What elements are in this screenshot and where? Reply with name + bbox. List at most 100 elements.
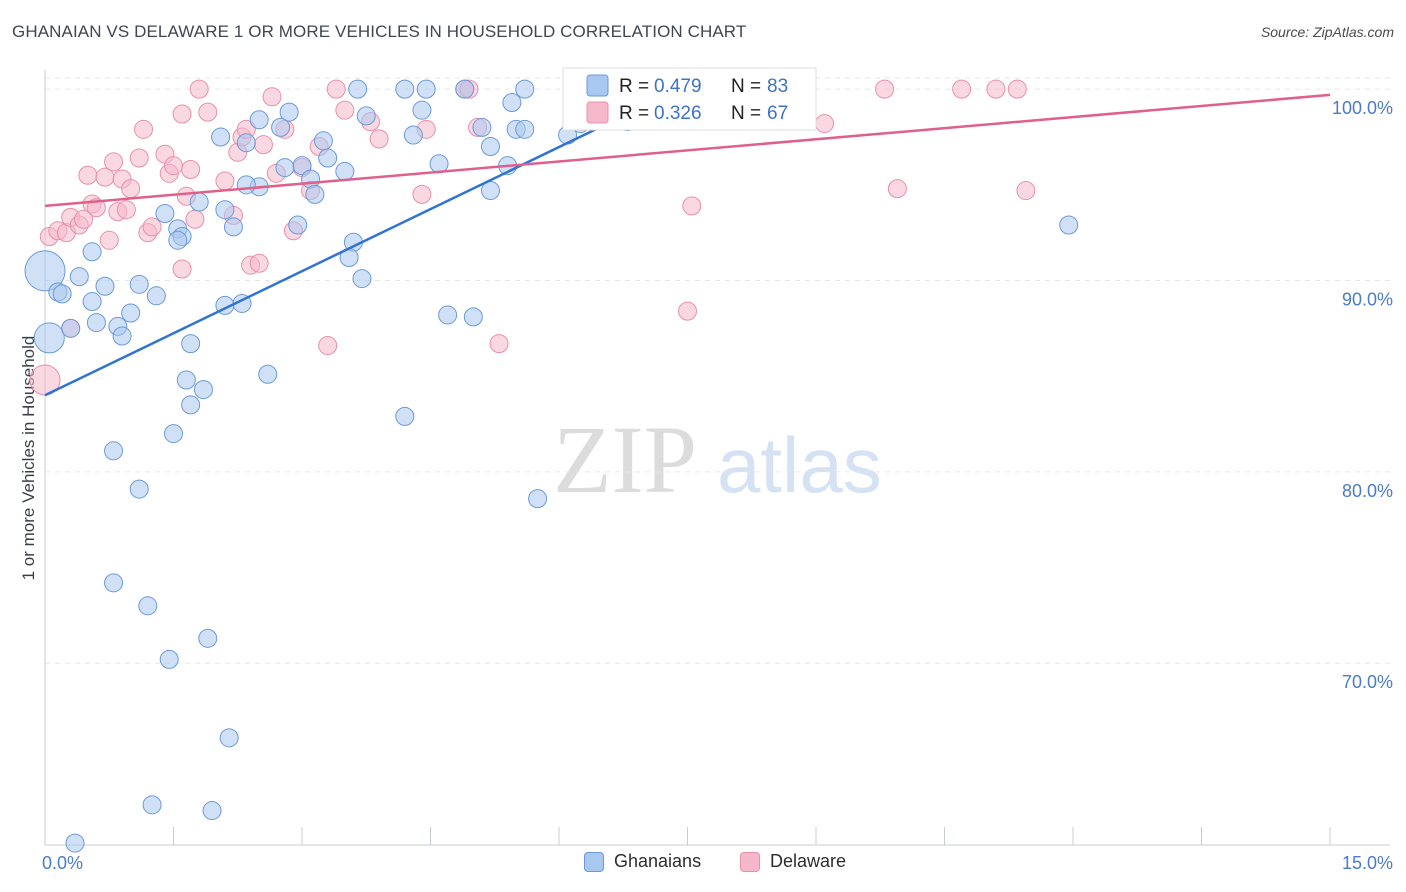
ghanaians-point (258, 364, 278, 384)
y-tick-label: 100.0% (1332, 98, 1393, 118)
legend-n-value-delaware: 67 (767, 103, 788, 124)
ghanaians-point (515, 119, 535, 139)
ghanaians-point (181, 395, 201, 415)
delaware-point (181, 160, 201, 180)
ghanaians-point (236, 133, 256, 153)
ghanaians-point (121, 303, 141, 323)
delaware-point (121, 179, 141, 199)
legend-swatch-delaware-bottom (740, 851, 760, 872)
ghanaians-point (104, 441, 124, 461)
delaware-point (815, 114, 835, 134)
delaware-point (172, 104, 192, 124)
ghanaians-point (356, 106, 376, 126)
delaware-point (116, 200, 136, 220)
ghanaians-point (1059, 215, 1079, 235)
y-tick-label: 70.0% (1342, 672, 1393, 692)
ghanaians-point (395, 406, 415, 426)
ghanaians-point (395, 79, 415, 99)
ghanaians-point (159, 649, 179, 669)
delaware-point (164, 156, 183, 176)
ghanaians-point (155, 204, 175, 224)
delaware-point (249, 253, 269, 273)
delaware-point (1007, 79, 1027, 99)
ghanaians-point (129, 479, 149, 499)
delaware-point (134, 119, 154, 139)
ghanaians-trend-line (44, 88, 680, 397)
delaware-point (489, 334, 509, 354)
ghanaians-point (193, 380, 213, 400)
ghanaians-point (95, 276, 115, 296)
ghanaians-point (215, 200, 235, 220)
delaware-point (986, 79, 1006, 99)
stats-legend: R = 0.479 N = 83 R = 0.326 N = 67 (562, 67, 817, 131)
ghanaians-point (438, 305, 458, 325)
source-label: Source: ZipAtlas.com (1260, 24, 1394, 40)
ghanaians-point (318, 148, 338, 168)
x-tick-label: 0.0% (42, 853, 83, 873)
delaware-point (99, 230, 119, 250)
grid-lines (45, 77, 1390, 664)
delaware-point (262, 87, 282, 107)
legend-r-label-2: R = (619, 103, 649, 124)
delaware-point (74, 209, 94, 229)
delaware-point (172, 259, 192, 279)
ghanaians-point (279, 102, 299, 122)
y-tick-label: 80.0% (1342, 481, 1393, 501)
delaware-point (887, 179, 907, 199)
delaware-trend-line (44, 93, 1331, 208)
ghanaians-point (65, 833, 85, 853)
ghanaians-point (480, 181, 500, 201)
ghanaians-point (33, 322, 65, 354)
ghanaians-point (82, 242, 102, 262)
ghanaians-point (52, 284, 72, 304)
delaware-point (682, 196, 702, 216)
ghanaians-point (82, 292, 102, 312)
ghanaians-point (416, 79, 436, 99)
watermark-zip: ZIP (553, 406, 697, 513)
ghanaians-point (138, 596, 158, 616)
ghanaians-point (168, 230, 188, 250)
ghanaians-point (176, 370, 196, 390)
ghanaians-point (189, 192, 209, 212)
ghanaians-point (515, 79, 535, 99)
ghanaians-point (455, 79, 475, 99)
axes (44, 70, 1390, 846)
legend-r-value-ghanaians: 0.479 (654, 76, 702, 97)
ghanaians-point (142, 795, 162, 815)
delaware-point (875, 79, 895, 99)
delaware-point (189, 79, 209, 99)
ghanaians-point (288, 215, 308, 235)
delaware-point (253, 135, 273, 155)
watermark-atlas: atlas (717, 421, 882, 509)
ghanaians-point (181, 334, 201, 354)
legend-label-ghanaians: Ghanaians (614, 851, 702, 871)
delaware-point (142, 217, 162, 237)
ghanaians-point (271, 117, 291, 137)
ghanaians-point (112, 326, 132, 346)
ghanaians-point (403, 125, 423, 145)
delaware-point (335, 100, 355, 120)
ghanaians-point (236, 175, 256, 195)
legend-n-label-1: N = (731, 76, 761, 97)
legend-swatch-delaware (586, 101, 609, 124)
ghanaians-point (352, 269, 372, 289)
ghanaians-points (24, 79, 1079, 853)
legend-r-label-1: R = (619, 76, 649, 97)
legend-r-value-delaware: 0.326 (654, 103, 702, 124)
x-tick-label: 15.0% (1342, 853, 1393, 873)
ghanaians-point (61, 318, 81, 338)
ghanaians-point (502, 93, 522, 113)
legend-label-delaware: Delaware (770, 851, 847, 871)
delaware-point (678, 301, 697, 321)
legend-item-ghanaians: Ghanaians (584, 851, 701, 872)
y-axis-label: 1 or more Vehicles in Household (19, 336, 38, 581)
ghanaians-point (202, 801, 222, 821)
ghanaians-point (249, 110, 269, 130)
ghanaians-point (69, 267, 89, 287)
ghanaians-point (412, 100, 432, 120)
ghanaians-point (223, 217, 243, 237)
delaware-point (318, 336, 338, 356)
ghanaians-point (198, 628, 218, 648)
legend-item-delaware: Delaware (740, 851, 846, 872)
